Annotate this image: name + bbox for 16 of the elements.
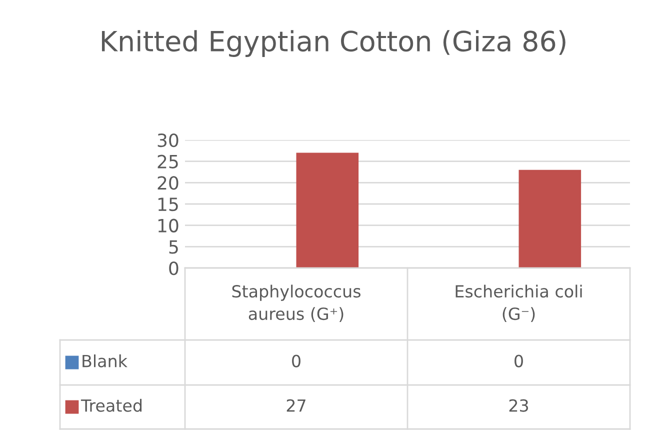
data-label: 0 <box>292 354 300 368</box>
y-tick-label: 0 <box>169 261 178 276</box>
chart-title: Knitted Egyptian Cotton (Giza 86) <box>102 30 566 57</box>
x-tick-label: Escherichia coli (G⁻) <box>456 284 582 322</box>
y-tick-label: 30 <box>158 133 178 148</box>
legend-label: Treated <box>80 398 142 412</box>
x-tick-label: Staphylococcus aureus (G⁺) <box>232 284 360 322</box>
y-tick-label: 20 <box>158 176 178 190</box>
data-label: 23 <box>509 399 528 412</box>
y-tick-label: 5 <box>169 240 178 254</box>
legend-label: Blank <box>82 354 128 368</box>
y-tick-label: 15 <box>158 198 178 212</box>
data-label: 0 <box>514 354 523 368</box>
y-tick-label: 25 <box>158 154 178 168</box>
data-label: 27 <box>286 399 306 412</box>
y-tick-label: 10 <box>158 218 178 232</box>
